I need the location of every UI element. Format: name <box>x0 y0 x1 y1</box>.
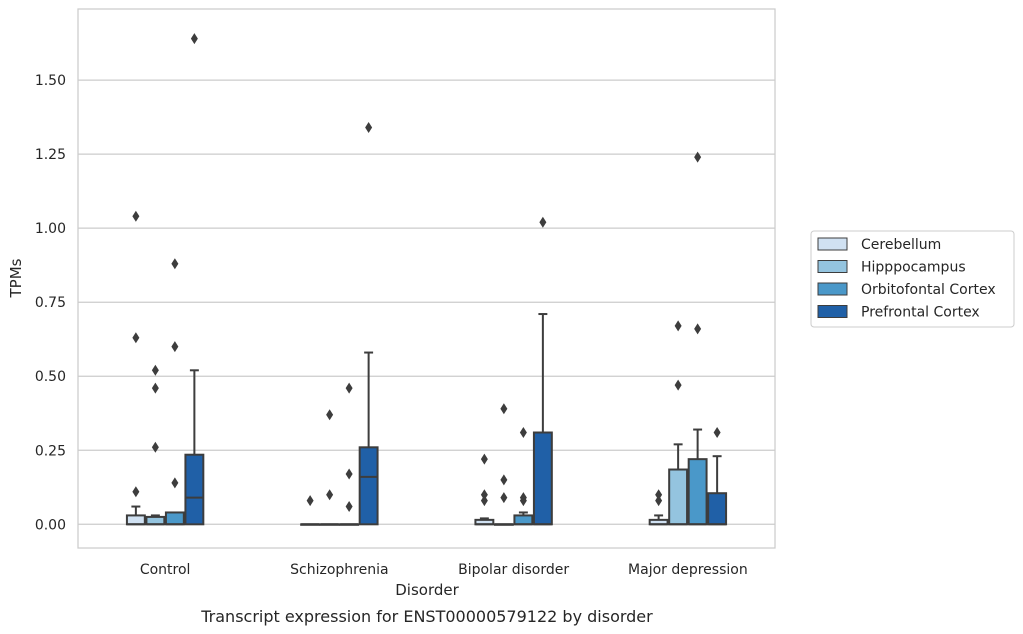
legend-label: Cerebellum <box>861 237 941 253</box>
y-tick-label: 0.50 <box>35 369 66 385</box>
box <box>532 431 553 526</box>
outlier-point <box>694 151 702 163</box>
legend-label: Hipppocampus <box>861 260 966 276</box>
box <box>164 511 185 526</box>
outlier-point <box>713 427 721 438</box>
outlier-point <box>694 323 702 335</box>
legend-swatch <box>817 237 848 251</box>
legend: Cerebellum Hipppocampus Orbitofontal Corte… <box>810 230 1015 328</box>
outlier-point <box>500 474 508 486</box>
outlier-point <box>190 33 198 45</box>
outlier-point <box>500 403 508 415</box>
outlier-point <box>500 492 508 504</box>
outlier-point <box>345 501 353 513</box>
outlier-point <box>171 477 179 489</box>
x-tick-label: Major depression <box>628 562 748 578</box>
box <box>668 468 689 526</box>
legend-label: Prefrontal Cortex <box>861 305 980 321</box>
outlier-point <box>480 489 488 501</box>
y-tick-label: 0.00 <box>35 517 66 533</box>
box <box>184 453 205 526</box>
outlier-point <box>151 441 159 453</box>
outlier-point <box>674 379 682 391</box>
y-axis-title: TPMs <box>7 258 25 298</box>
legend-swatch <box>817 305 848 318</box>
outlier-point <box>171 258 179 270</box>
chart-caption: Transcript expression for ENST0000057912… <box>200 607 653 626</box>
outlier-point <box>519 427 527 438</box>
outlier-point <box>171 341 179 353</box>
y-tick-label: 0.25 <box>35 443 66 459</box>
legend-label: Orbitofontal Cortex <box>861 282 996 298</box>
legend-swatch <box>817 282 848 296</box>
box <box>707 492 728 526</box>
box <box>125 514 146 526</box>
box <box>358 446 379 526</box>
outlier-point <box>345 382 353 394</box>
outlier-point <box>539 216 547 228</box>
plot-area <box>77 8 776 549</box>
outlier-point <box>674 320 682 332</box>
outlier-point <box>151 364 159 376</box>
outlier-point <box>655 489 663 501</box>
outlier-point <box>480 453 488 465</box>
outlier-point <box>655 495 663 507</box>
y-tick-labels: 0.00 0.25 0.50 0.75 1.00 1.25 1.50 <box>35 73 66 533</box>
outlier-point <box>345 468 353 480</box>
x-tick-label: Bipolar disorder <box>458 562 569 578</box>
outlier-point <box>365 121 373 133</box>
y-tick-label: 1.25 <box>35 147 66 163</box>
legend-frame <box>810 230 1015 328</box>
box <box>687 458 708 526</box>
outlier-point <box>151 382 159 394</box>
x-tick-label: Control <box>140 562 191 578</box>
box <box>145 515 166 526</box>
box <box>513 514 534 526</box>
outlier-point <box>519 492 527 504</box>
y-tick-label: 0.75 <box>35 295 66 311</box>
legend-swatch <box>817 260 848 273</box>
outlier-point <box>480 495 488 507</box>
outlier-point <box>132 210 140 222</box>
x-axis-title: Disorder <box>395 581 459 599</box>
outlier-point <box>326 409 334 421</box>
outlier-point <box>132 332 140 344</box>
y-tick-label: 1.00 <box>35 221 66 237</box>
outlier-point <box>132 486 140 498</box>
x-tick-label: Schizophrenia <box>290 562 388 578</box>
y-tick-label: 1.50 <box>35 73 66 89</box>
boxes <box>125 33 728 526</box>
x-tick-labels: Control Schizophrenia Bipolar disorder Majo… <box>140 562 748 578</box>
outlier-point <box>306 495 314 507</box>
outlier-point <box>326 489 334 501</box>
